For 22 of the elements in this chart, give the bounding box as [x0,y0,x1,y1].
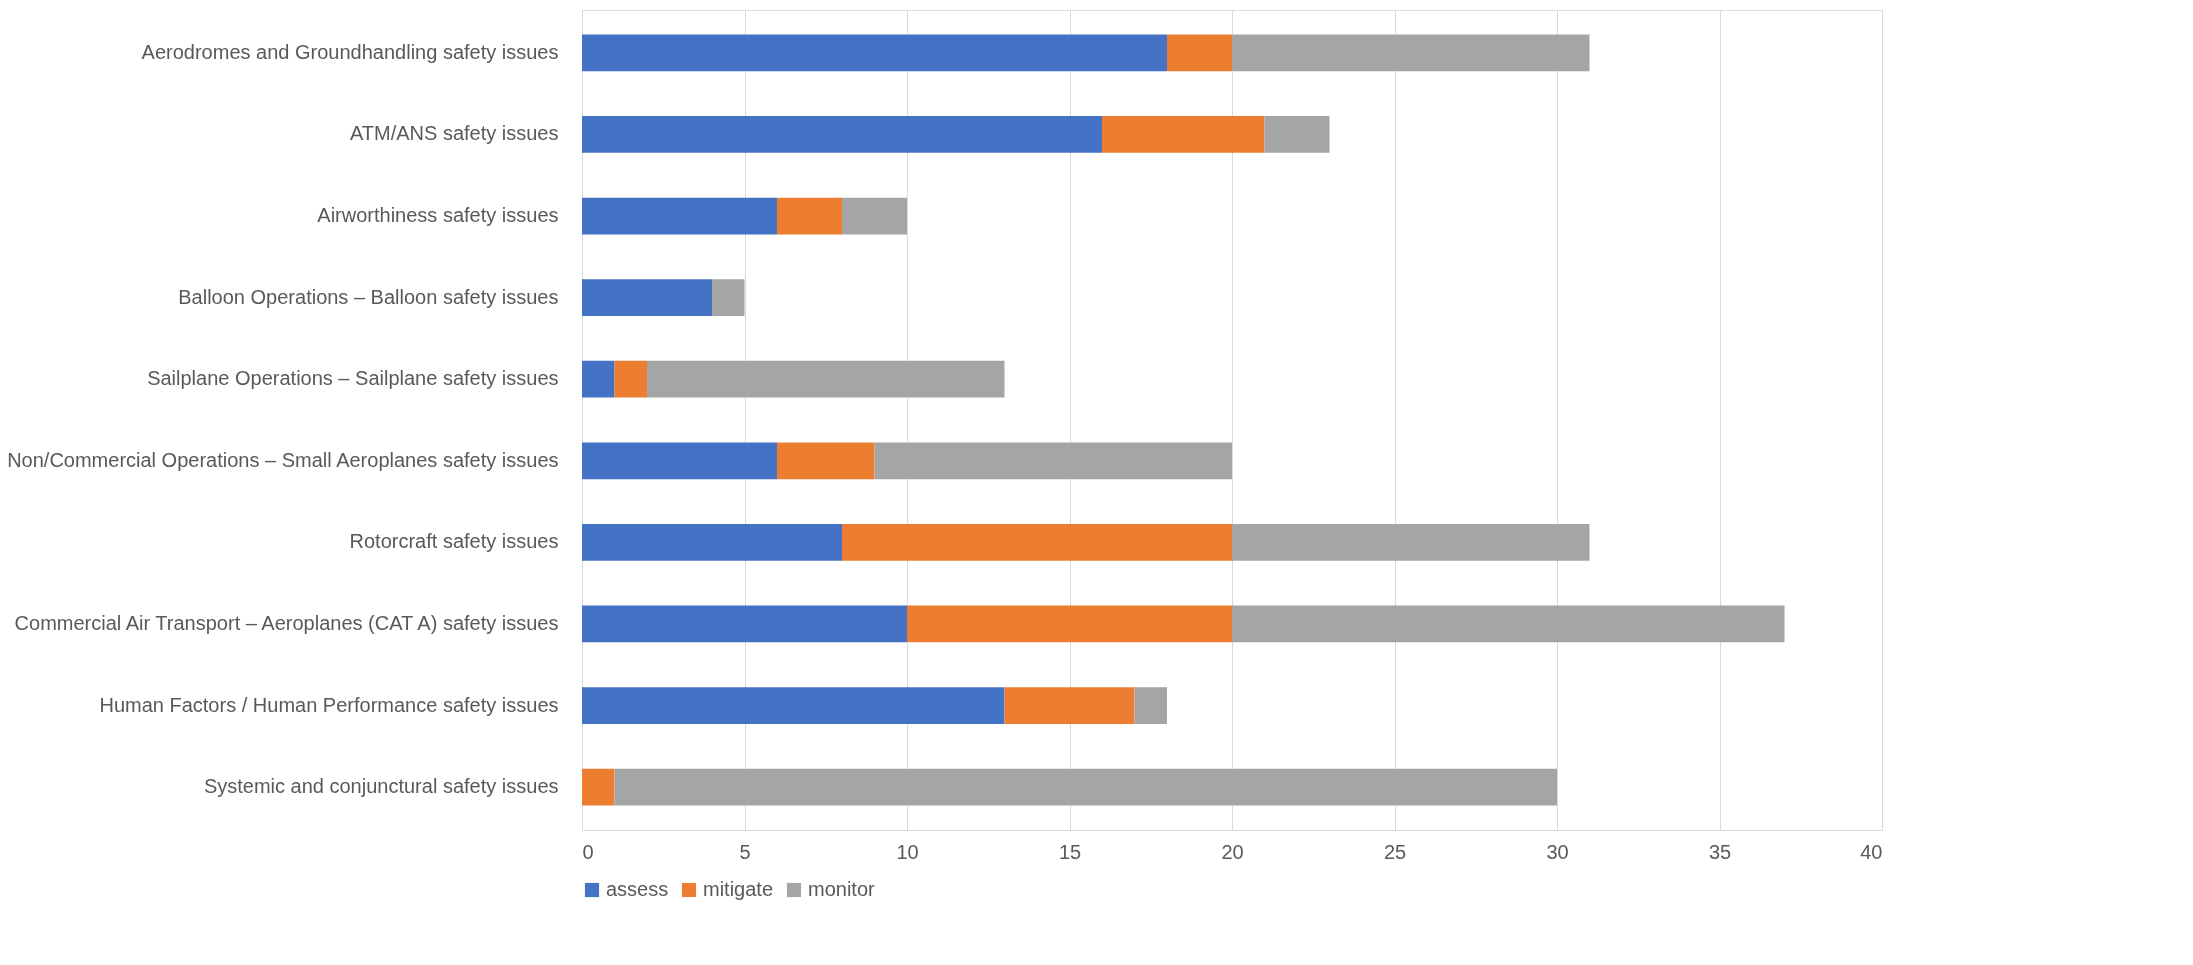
x-tick-label: 5 [739,840,751,863]
legend-label: mitigate [703,878,774,900]
x-tick-label: 15 [1058,840,1082,863]
x-tick-label: 20 [1221,840,1244,863]
x-tick-label: 35 [1708,840,1732,863]
legend-label: monitor [808,878,876,900]
y-tick-label: Commercial Air Transport – Aeroplanes (CAT A) safety issues [14,611,559,634]
x-tick-label: 30 [1546,840,1569,863]
x-tick-label: 40 [1860,840,1883,863]
y-tick-label: Human Factors / Human Performance safety issues [99,693,559,716]
y-tick-label: ATM/ANS safety issues [349,122,559,145]
y-tick-label: Systemic and conjunctural safety issues [203,775,559,798]
y-tick-label: Rotorcraft safety issues [349,530,559,553]
y-tick-label: Airworthiness safety issues [317,204,559,227]
y-tick-label: Sailplane Operations – Sailplane safety issues [147,367,559,390]
x-tick-label: 10 [896,840,919,863]
y-tick-label: Aerodromes and Groundhandling safety issues [141,40,559,63]
x-tick-label: 25 [1383,840,1407,863]
x-tick-label: 0 [582,840,594,863]
y-tick-label: Non/Commercial Operations – Small Aeroplanes safety issues [7,448,559,471]
y-tick-label: Balloon Operations – Balloon safety issues [178,285,559,308]
legend-label: assess [606,878,669,900]
